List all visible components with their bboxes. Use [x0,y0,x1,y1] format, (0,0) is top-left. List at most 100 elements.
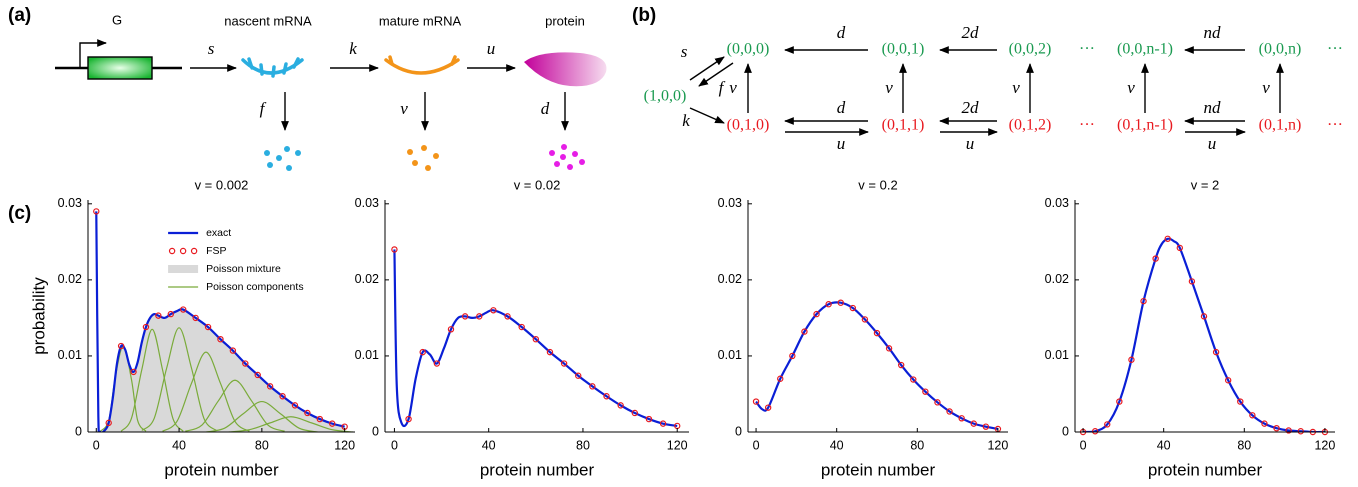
rate-label: 2d [962,23,980,42]
fsp-marker [476,313,483,320]
chart-title: v = 0.2 [858,177,897,192]
x-axis-label: protein number [821,460,936,479]
state-node: (0,0,1) [882,41,925,58]
nascent-decay-dots [264,146,301,171]
fsp-marker [217,336,224,343]
rate-label: 2d [962,98,980,117]
fsp-marker [801,328,808,335]
x-axis-label: protein number [1148,460,1263,479]
ellipsis: ··· [1079,117,1095,134]
fsp-marker [316,415,324,423]
x-tick-label: 80 [255,438,269,452]
state-node: (0,1,n-1) [1117,117,1173,134]
fsp-marker [934,399,941,406]
x-tick-label: 40 [482,438,496,452]
legend-swatch [190,247,198,255]
x-tick-label: 0 [1080,438,1087,452]
fsp-marker [575,372,582,379]
mature-mrna [384,55,460,75]
legend-label: FSP [206,245,226,257]
rate-label: f [260,99,267,118]
panel-label: (b) [632,5,656,26]
rate-label: u [487,39,496,58]
rate-label: u [1208,134,1217,153]
y-tick-label: 0.03 [718,196,742,210]
fsp-marker [266,383,274,390]
gene-box [87,56,153,80]
legend-label: exact [206,227,231,239]
mixture-area [100,309,345,432]
fsp-marker [405,415,412,423]
ellipsis: ··· [1079,41,1095,58]
fsp-marker [461,313,469,320]
fsp-marker [825,301,832,308]
component-line [120,328,184,432]
rate-label: d [541,99,550,118]
legend-label: Poisson mixture [206,263,281,275]
y-tick-label: 0.03 [1045,196,1069,210]
fsp-marker [1140,297,1147,305]
fsp-marker [204,323,212,331]
fsp-marker [254,371,261,379]
diagram-a [55,39,607,171]
gene-label: G [112,12,122,27]
fsp-marker [117,342,125,350]
x-tick-label: 80 [1237,438,1251,452]
ellipsis: ··· [1327,117,1343,134]
fsp-marker [192,314,199,322]
fsp-marker [645,415,653,423]
fsp-marker [789,352,796,360]
promoter-arrow [79,39,107,68]
y-tick-label: 0.02 [718,272,742,286]
x-tick-label: 120 [667,438,688,452]
rate-label: nd [1204,23,1222,42]
fsp-marker [752,398,760,405]
fsp-marker [155,312,162,319]
arrow [689,56,725,81]
y-tick-label: 0.02 [58,272,82,286]
protein-shape [524,52,607,87]
rate-label: nd [1204,98,1222,117]
fsp-marker [504,313,511,320]
fsp-marker [1116,398,1123,405]
fsp-marker [546,348,554,356]
fsp-marker [1128,356,1135,363]
state-node: (0,1,n) [1259,117,1302,134]
rate-label: k [349,39,357,58]
nascent-mrna [241,57,304,78]
y-tick-label: 0.02 [1045,272,1069,286]
fsp-marker [1224,377,1232,384]
y-tick-label: 0 [75,424,82,438]
fsp-marker [617,402,624,409]
ellipsis: ··· [1327,41,1343,58]
rate-label: d [837,98,846,117]
fsp-marker [291,402,299,409]
fsp-marker [490,307,497,314]
arrow [698,62,734,87]
rate-label: v [1012,78,1020,97]
legend-swatch [168,265,199,273]
fsp-marker [419,348,426,356]
fsp-marker [958,415,965,422]
fsp-marker [1285,427,1292,434]
x-tick-label: 0 [93,438,100,452]
rate-label: s [681,42,688,61]
arrow [689,107,725,124]
fsp-marker [329,420,336,427]
legend-swatch [168,247,176,255]
fsp-marker [518,323,525,331]
y-tick-label: 0 [372,424,379,438]
fsp-marker [447,326,455,333]
state-node: (0,1,0) [727,117,770,134]
x-tick-label: 0 [391,438,398,452]
fsp-marker [1164,235,1171,242]
y-tick-label: 0.01 [58,348,82,362]
x-tick-label: 120 [1314,438,1335,452]
fsp-marker [229,347,237,354]
exact-line [755,301,999,431]
fsp-marker [946,408,953,415]
fsp-marker [304,409,311,417]
y-tick-label: 0.01 [1045,348,1069,362]
fsp-marker [142,323,150,331]
